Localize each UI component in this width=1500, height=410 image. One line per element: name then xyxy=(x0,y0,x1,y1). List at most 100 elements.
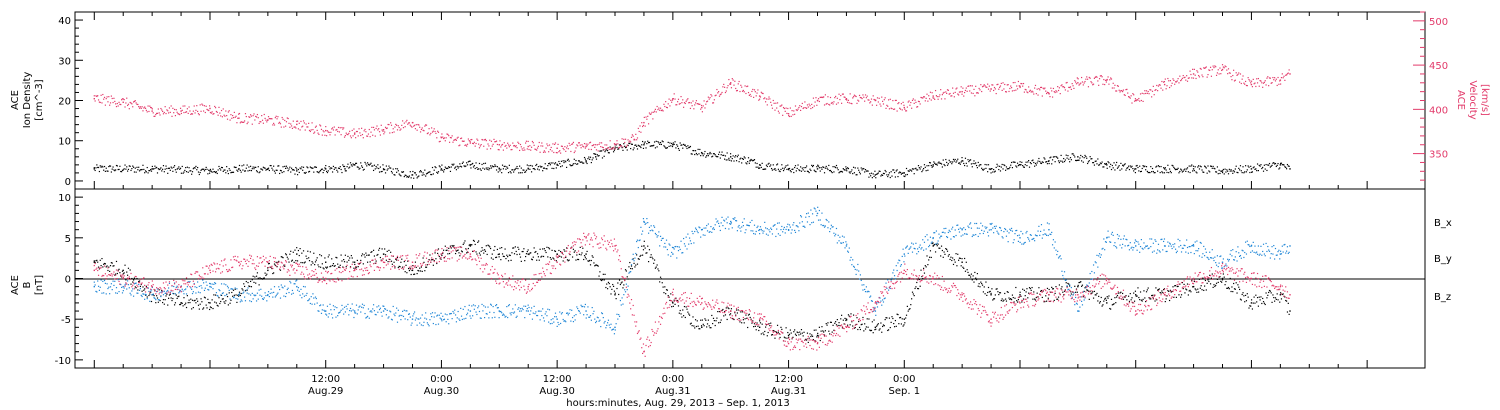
density-dot xyxy=(1137,166,1139,169)
density-dot xyxy=(478,162,481,165)
bx-dot xyxy=(817,335,820,337)
density-dot xyxy=(568,160,570,162)
velocity-dot xyxy=(564,146,566,148)
velocity-dot xyxy=(607,147,610,149)
bx-point-35 xyxy=(1106,302,1108,304)
density-dot xyxy=(1194,166,1196,168)
bx-dot xyxy=(391,263,393,265)
bx-dot xyxy=(213,294,215,296)
by-dot xyxy=(175,286,177,289)
density-dot xyxy=(1276,164,1278,167)
bx-dot xyxy=(261,278,263,280)
by-dot xyxy=(397,309,399,311)
bx-dot xyxy=(735,314,737,316)
velocity-dot xyxy=(600,146,602,148)
density-dot xyxy=(177,167,179,169)
density-dot xyxy=(117,168,119,171)
velocity-dot xyxy=(336,128,338,131)
velocity-dot xyxy=(134,100,136,102)
bx-dot xyxy=(431,258,434,261)
by-dot xyxy=(100,279,102,281)
density-dot xyxy=(835,164,838,167)
velocity-dot xyxy=(397,125,399,127)
by-dot xyxy=(413,313,415,315)
velocity-dot xyxy=(684,102,686,105)
by-dot xyxy=(354,312,356,314)
by-dot xyxy=(182,290,184,292)
by-dot xyxy=(156,291,158,293)
density-dot xyxy=(281,171,283,174)
density-dot xyxy=(758,167,760,170)
density-dot xyxy=(786,168,788,171)
density-dot xyxy=(968,161,970,163)
bx-dot xyxy=(766,335,768,337)
density-dot xyxy=(459,163,461,165)
velocity-dot xyxy=(668,98,670,100)
velocity-point-2 xyxy=(151,110,153,112)
density-dot xyxy=(394,174,396,176)
velocity-dot xyxy=(1016,88,1019,90)
bx-dot xyxy=(664,286,666,288)
velocity-dot xyxy=(898,102,900,104)
bx-dot xyxy=(583,258,585,261)
velocity-dot xyxy=(282,118,284,120)
bx-point-29 xyxy=(932,245,934,247)
bx-dot xyxy=(571,256,574,258)
bx-dot xyxy=(349,266,352,268)
bx-dot xyxy=(383,253,385,255)
velocity-dot xyxy=(500,146,502,148)
velocity-dot xyxy=(179,107,182,109)
bx-dot xyxy=(171,299,173,302)
bx-dot xyxy=(1154,300,1156,302)
density-dot xyxy=(484,162,487,164)
density-dot xyxy=(377,164,379,166)
density-dot xyxy=(1138,170,1140,172)
velocity-dot xyxy=(260,121,262,123)
velocity-point-14 xyxy=(498,144,500,146)
velocity-dot xyxy=(201,103,203,105)
by-dot xyxy=(189,280,191,283)
density-dot xyxy=(378,167,380,170)
bx-dot xyxy=(651,256,653,258)
velocity-dot xyxy=(138,107,141,109)
velocity-dot xyxy=(585,143,587,145)
velocity-dot xyxy=(822,96,824,99)
density-dot xyxy=(1139,165,1141,167)
density-dot xyxy=(114,170,116,172)
velocity-dot xyxy=(1141,92,1143,94)
bx-dot xyxy=(127,267,130,269)
velocity-dot xyxy=(961,93,963,95)
density-dot xyxy=(567,158,569,160)
velocity-dot xyxy=(653,110,656,112)
velocity-dot xyxy=(800,109,802,112)
by-dot xyxy=(187,281,189,283)
density-point-25 xyxy=(787,168,790,170)
bx-dot xyxy=(1122,298,1125,300)
bx-dot xyxy=(249,285,251,288)
velocity-dot xyxy=(602,146,604,149)
bx-dot xyxy=(870,330,872,332)
density-dot xyxy=(909,169,911,171)
velocity-dot xyxy=(746,85,748,88)
density-dot xyxy=(842,168,844,170)
density-dot xyxy=(600,150,602,152)
velocity-dot xyxy=(862,94,864,96)
density-dot xyxy=(1059,160,1061,162)
bx-dot xyxy=(754,325,756,327)
bx-point-40 xyxy=(1250,302,1253,304)
bx-dot xyxy=(814,340,816,342)
velocity-dot xyxy=(502,149,504,151)
bx-dot xyxy=(1063,290,1066,292)
velocity-dot xyxy=(111,97,113,100)
density-dot xyxy=(511,169,513,171)
bx-dot xyxy=(748,313,750,315)
density-dot xyxy=(439,166,441,168)
bx-point-25 xyxy=(816,334,819,337)
bx-dot xyxy=(1011,294,1014,296)
bx-dot xyxy=(772,329,774,332)
velocity-dot xyxy=(181,109,183,111)
velocity-dot xyxy=(432,130,434,132)
velocity-dot xyxy=(214,107,217,109)
bx-dot xyxy=(952,263,955,266)
density-dot xyxy=(167,167,170,169)
